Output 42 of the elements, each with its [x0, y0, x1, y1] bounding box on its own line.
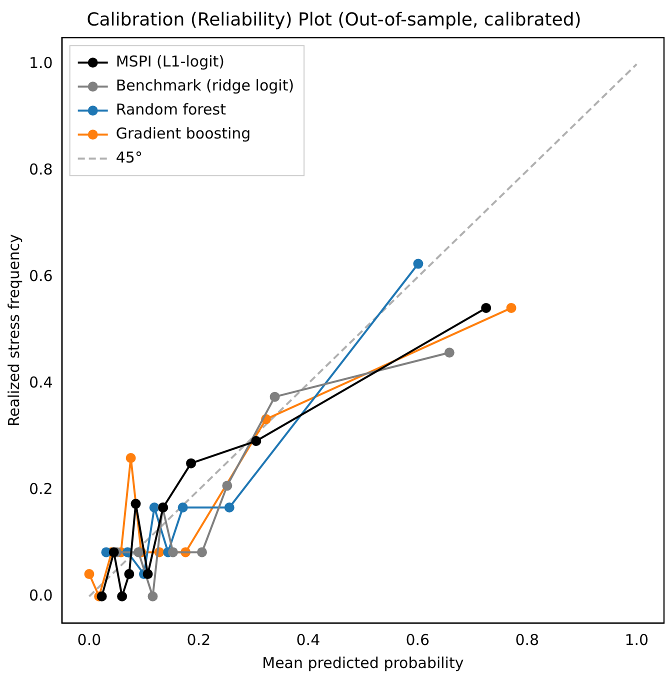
point: [444, 348, 454, 358]
point: [251, 436, 262, 446]
legend-label: Benchmark (ridge logit): [116, 76, 294, 94]
x-tick-label: 0.4: [296, 630, 320, 649]
legend-label: Random forest: [116, 100, 226, 118]
y-tick-label: 0.4: [28, 373, 53, 392]
x-tick-label: 0.0: [77, 630, 102, 649]
point: [178, 502, 188, 513]
chart-title: Calibration (Reliability) Plot (Out-of-sample, calibrated): [86, 9, 582, 30]
y-tick-label: 0.6: [28, 266, 53, 285]
x-tick-label: 0.8: [515, 630, 540, 649]
y-axis-title: Realized stress frequency: [4, 234, 23, 426]
point: [168, 547, 178, 558]
point: [222, 480, 232, 491]
point: [506, 302, 516, 313]
y-tick-label: 0.0: [28, 586, 53, 604]
legend-label: 45°: [116, 148, 142, 166]
point: [142, 569, 153, 580]
x-tick-label: 0.2: [186, 630, 211, 649]
y-tick-label: 0.8: [28, 160, 53, 179]
x-tick-label: 1.0: [624, 630, 649, 649]
point: [130, 498, 141, 509]
point: [117, 591, 128, 602]
x-tick-label: 0.6: [406, 630, 430, 649]
point: [196, 547, 207, 558]
legend-label: Gradient boosting: [116, 124, 251, 142]
y-tick-label: 0.2: [28, 480, 53, 498]
point: [481, 302, 492, 313]
legend-label: MSPI (L1-logit): [116, 52, 224, 70]
point: [133, 547, 144, 558]
y-tick-label: 1.0: [28, 54, 53, 72]
point: [413, 258, 424, 269]
point: [148, 591, 158, 602]
point: [224, 502, 234, 513]
point: [124, 569, 134, 580]
point: [84, 569, 94, 580]
point: [126, 453, 136, 464]
point: [186, 458, 196, 468]
point: [149, 502, 160, 513]
point: [96, 591, 107, 602]
point: [270, 392, 280, 402]
x-axis-title: Mean predicted probability: [262, 654, 464, 672]
